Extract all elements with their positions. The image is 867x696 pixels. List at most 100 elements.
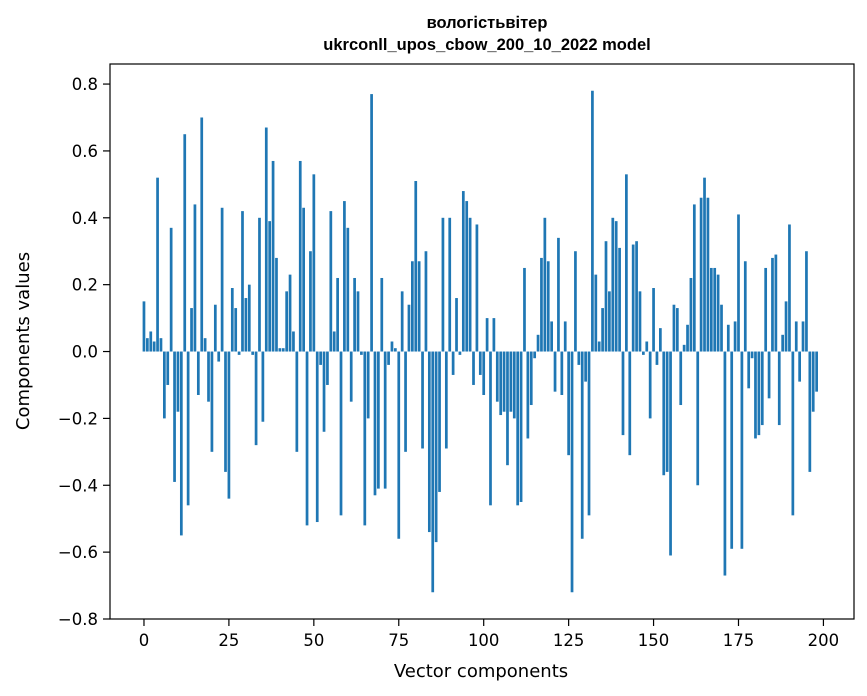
- bar-component-169: [716, 274, 720, 352]
- bar-component-113: [526, 351, 530, 439]
- bar-component-98: [475, 224, 479, 352]
- bar-component-101: [485, 318, 489, 352]
- bar-component-109: [512, 351, 516, 419]
- bar-component-14: [190, 308, 193, 352]
- bar-component-71: [383, 351, 387, 489]
- bar-component-135: [601, 308, 604, 352]
- bar-component-17: [200, 117, 204, 352]
- bar-component-197: [811, 351, 815, 412]
- bar-component-62: [353, 277, 356, 352]
- bar-component-184: [767, 351, 771, 399]
- bar-component-43: [288, 274, 292, 352]
- bar-component-15: [193, 204, 197, 352]
- bar-component-16: [196, 351, 200, 395]
- bar-component-55: [329, 211, 333, 352]
- chart-subtitle: ukrconll_upos_cbow_200_10_2022 model: [323, 36, 650, 54]
- bar-component-157: [675, 308, 679, 352]
- bar-component-44: [292, 331, 295, 352]
- bar-component-33: [254, 351, 258, 446]
- bar-component-86: [434, 351, 438, 543]
- bar-component-192: [794, 321, 798, 352]
- bar-component-6: [163, 351, 166, 419]
- x-tick-label: 125: [553, 631, 585, 650]
- bar-component-130: [584, 351, 587, 382]
- bar-component-0: [142, 301, 146, 352]
- bar-component-128: [577, 351, 581, 365]
- bar-component-20: [210, 351, 214, 452]
- x-tick-label: 0: [139, 631, 150, 650]
- bar-component-75: [397, 351, 401, 539]
- bar-component-90: [448, 217, 452, 352]
- bar-component-106: [502, 351, 506, 412]
- bar-component-154: [665, 351, 669, 472]
- bar-component-60: [346, 227, 350, 352]
- bar-component-177: [743, 261, 747, 352]
- bar-component-153: [662, 351, 666, 476]
- bar-component-141: [621, 351, 625, 436]
- bar-component-38: [271, 160, 275, 352]
- bar-component-73: [390, 341, 394, 352]
- x-axis-label: Vector components: [394, 661, 568, 682]
- bar-component-64: [360, 351, 363, 355]
- bar-component-118: [543, 217, 547, 352]
- bar-component-186: [774, 254, 778, 352]
- x-tick-label: 150: [638, 631, 670, 650]
- bar-component-122: [557, 237, 560, 352]
- bar-component-121: [553, 351, 557, 392]
- bar-component-30: [244, 298, 248, 352]
- bar-component-23: [220, 207, 224, 352]
- y-tick-label: −0.2: [58, 409, 98, 428]
- bar-component-53: [322, 351, 326, 432]
- bar-component-112: [523, 267, 526, 352]
- bar-component-84: [427, 351, 431, 533]
- bar-component-189: [784, 301, 788, 352]
- bar-component-7: [166, 351, 170, 385]
- bar-component-181: [757, 351, 761, 436]
- bar-component-111: [519, 351, 523, 502]
- bar-component-182: [760, 351, 764, 426]
- bar-component-194: [801, 321, 805, 352]
- bar-component-123: [560, 351, 564, 395]
- bar-component-52: [319, 351, 322, 365]
- bar-component-95: [465, 201, 469, 352]
- plot-area-frame: [109, 63, 855, 620]
- bar-component-179: [750, 351, 754, 359]
- bar-component-116: [536, 334, 540, 352]
- bar-component-125: [567, 351, 570, 456]
- bar-component-144: [631, 244, 635, 352]
- bar-component-3: [152, 341, 156, 352]
- bar-component-178: [747, 351, 751, 389]
- bar-component-27: [234, 308, 238, 352]
- bar-component-72: [387, 351, 390, 365]
- bar-component-54: [326, 351, 329, 385]
- bar-component-94: [461, 191, 465, 352]
- bar-component-114: [529, 351, 533, 406]
- bar-component-131: [587, 351, 591, 516]
- bar-component-13: [186, 351, 190, 506]
- bar-component-108: [509, 351, 513, 412]
- bar-component-136: [604, 241, 608, 352]
- bar-component-40: [278, 348, 282, 352]
- bar-component-138: [611, 217, 615, 352]
- bar-component-168: [713, 267, 717, 352]
- bar-component-185: [771, 257, 774, 352]
- bar-component-149: [648, 351, 652, 419]
- bar-component-183: [764, 267, 768, 352]
- bar-component-174: [733, 321, 737, 352]
- bar-component-78: [407, 304, 411, 352]
- bar-component-77: [404, 351, 407, 452]
- bar-component-155: [669, 351, 672, 556]
- bar-component-67: [370, 94, 373, 352]
- y-tick-label: −0.8: [58, 610, 98, 629]
- bar-component-126: [570, 351, 574, 593]
- bar-component-173: [730, 351, 734, 549]
- bar-component-160: [686, 324, 689, 352]
- bar-component-195: [805, 251, 808, 352]
- bar-component-87: [438, 351, 441, 492]
- bar-component-119: [546, 261, 550, 352]
- bar-component-172: [726, 324, 730, 352]
- bar-component-19: [207, 351, 210, 402]
- bar-component-100: [482, 351, 486, 395]
- bar-component-104: [495, 351, 499, 402]
- bar-component-167: [709, 267, 713, 352]
